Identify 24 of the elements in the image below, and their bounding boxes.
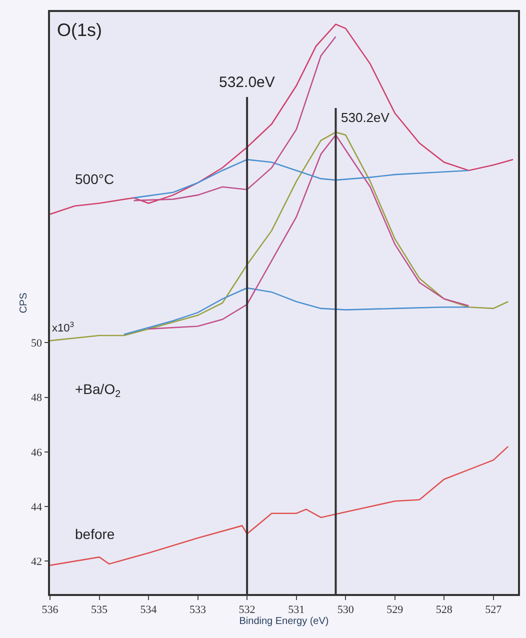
annotation: 500°C xyxy=(75,171,114,187)
y-axis-title: CPS xyxy=(18,292,30,314)
y-tick-label: 44 xyxy=(31,501,43,514)
y-tick-label: 50 xyxy=(31,337,43,350)
annotation: x10$^{3}$ xyxy=(52,320,74,335)
x-tick-label: 530 xyxy=(337,604,354,616)
annotation: +Ba/O$_{2}$ xyxy=(75,381,121,400)
ref-line-label: 532.0eV xyxy=(219,74,275,91)
annotation: before xyxy=(75,526,115,542)
x-tick-label: 536 xyxy=(42,604,59,616)
x-tick-label: 531 xyxy=(288,604,305,616)
x-tick-label: 534 xyxy=(140,604,158,616)
ref-line-label: 530.2eV xyxy=(341,110,390,125)
y-tick-label: 42 xyxy=(31,556,42,568)
x-tick-label: 532 xyxy=(238,604,256,616)
x-tick-label: 527 xyxy=(485,604,502,616)
x-axis-title: Binding Energy (eV) xyxy=(239,616,329,627)
y-tick-label: 48 xyxy=(31,392,43,404)
x-tick-label: 535 xyxy=(91,604,108,616)
annotation: O(1s) xyxy=(57,20,102,40)
x-tick-label: 528 xyxy=(436,604,453,616)
y-tick-label: 46 xyxy=(31,446,43,459)
x-tick-label: 533 xyxy=(190,604,207,616)
x-tick-label: 529 xyxy=(386,604,404,616)
